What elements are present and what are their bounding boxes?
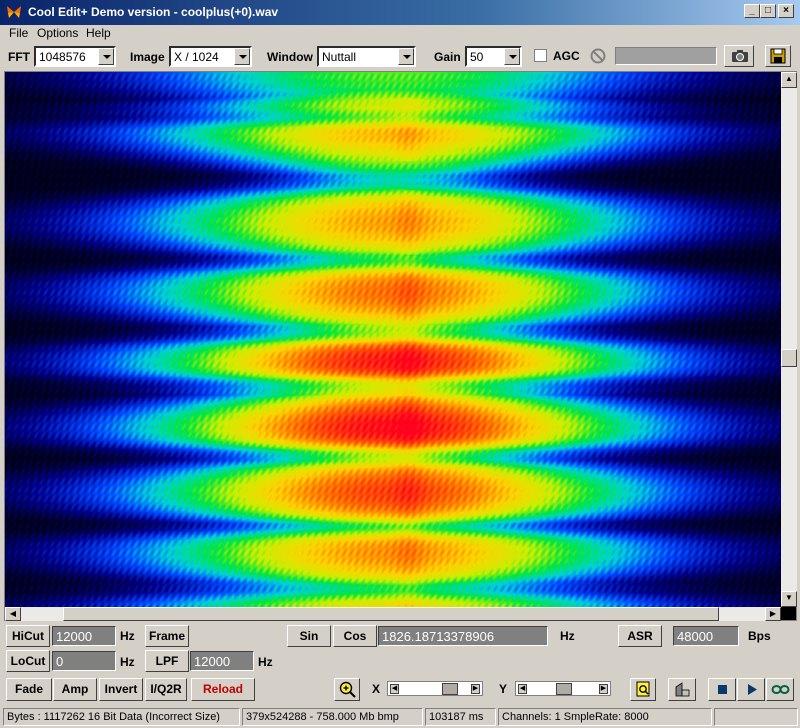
- spectrogram-panel: ▲ ▼ ◀ ▶: [4, 71, 797, 621]
- fft-value: 1048576: [39, 50, 86, 64]
- menu-file[interactable]: File: [9, 26, 29, 40]
- scan-icon: [675, 682, 690, 697]
- window-select[interactable]: Nuttall: [317, 46, 416, 67]
- y-zoom-thumb[interactable]: [556, 683, 572, 695]
- frequency-field[interactable]: 1826.18713378906: [378, 626, 548, 646]
- no-entry-icon[interactable]: [590, 48, 606, 64]
- y-zoom-left-arrow[interactable]: ◀: [518, 684, 527, 694]
- close-button[interactable]: ×: [778, 4, 794, 18]
- y-zoom-label: Y: [499, 682, 508, 696]
- progress-bar: [615, 47, 717, 65]
- reload-button[interactable]: Reload: [191, 678, 255, 701]
- x-zoom-label: X: [372, 682, 381, 696]
- invert-button[interactable]: Invert: [99, 678, 143, 701]
- y-zoom-slider[interactable]: ◀ ▶: [515, 681, 611, 696]
- zoom-fit-button[interactable]: [630, 678, 656, 701]
- gain-value: 50: [470, 50, 484, 64]
- status-bar: Bytes : 1117262 16 Bit Data (Incorrect S…: [0, 706, 800, 728]
- fade-button[interactable]: Fade: [6, 678, 52, 701]
- camera-icon: [732, 50, 748, 62]
- lpf-unit: Hz: [258, 655, 273, 669]
- gain-label: Gain: [434, 50, 461, 64]
- scan-button[interactable]: [668, 678, 696, 701]
- menu-options[interactable]: Options: [37, 26, 79, 40]
- maximize-button[interactable]: □: [760, 4, 776, 18]
- zoom-in-icon: [339, 681, 356, 698]
- frame-button[interactable]: Frame: [145, 625, 189, 647]
- asr-field[interactable]: 48000: [673, 626, 739, 646]
- status-duration: 103187 ms: [425, 708, 496, 726]
- image-value: X / 1024: [174, 50, 219, 64]
- agc-label: AGC: [553, 49, 580, 63]
- save-disk-icon: [770, 48, 786, 64]
- stop-button[interactable]: [708, 678, 736, 701]
- lpf-button[interactable]: LPF: [145, 650, 189, 672]
- locut-field[interactable]: 0: [52, 651, 116, 671]
- image-label: Image: [130, 50, 165, 64]
- x-zoom-right-arrow[interactable]: ▶: [471, 684, 480, 694]
- x-zoom-slider[interactable]: ◀ ▶: [387, 681, 483, 696]
- chevron-down-icon[interactable]: [504, 48, 520, 65]
- fft-label: FFT: [8, 50, 30, 64]
- play-button[interactable]: [737, 678, 765, 701]
- save-button[interactable]: [765, 45, 791, 67]
- window-value: Nuttall: [322, 50, 357, 64]
- scroll-up-arrow[interactable]: ▲: [781, 72, 797, 88]
- stop-icon: [718, 685, 727, 694]
- title-bar: Cool Edit+ Demo version - coolplus(+0).w…: [0, 0, 800, 25]
- butterfly-icon: [7, 6, 21, 18]
- lpf-field[interactable]: 12000: [190, 651, 254, 671]
- toolbar: FFT 1048576 Image X / 1024 Window Nuttal…: [0, 43, 800, 71]
- play-icon: [748, 684, 757, 695]
- chevron-down-icon[interactable]: [234, 48, 250, 65]
- iq2r-button[interactable]: I/Q2R: [145, 678, 187, 701]
- status-bitmap: 379x524288 - 758.000 Mb bmp: [242, 708, 423, 726]
- hicut-unit: Hz: [120, 629, 135, 643]
- hicut-field[interactable]: 12000: [52, 626, 116, 646]
- window-label: Window: [267, 50, 313, 64]
- zoom-in-button[interactable]: [334, 678, 360, 701]
- loop-icon: [771, 685, 790, 694]
- amp-button[interactable]: Amp: [53, 678, 97, 701]
- x-zoom-left-arrow[interactable]: ◀: [390, 684, 399, 694]
- asr-button[interactable]: ASR: [618, 625, 662, 647]
- menu-bar: File Options Help: [0, 25, 800, 42]
- status-channels: Channels: 1 SmpleRate: 8000: [498, 708, 712, 726]
- fft-select[interactable]: 1048576: [34, 46, 116, 67]
- chevron-down-icon[interactable]: [398, 48, 414, 65]
- frequency-unit: Hz: [560, 629, 575, 643]
- locut-unit: Hz: [120, 655, 135, 669]
- locut-button[interactable]: LoCut: [6, 650, 50, 672]
- horizontal-scrollbar[interactable]: ◀ ▶: [5, 607, 781, 621]
- image-select[interactable]: X / 1024: [169, 46, 252, 67]
- zoom-fit-icon: [636, 681, 650, 697]
- asr-unit: Bps: [748, 629, 771, 643]
- cos-button[interactable]: Cos: [333, 625, 377, 647]
- horizontal-scroll-thumb[interactable]: [63, 607, 719, 621]
- vertical-scrollbar[interactable]: ▲ ▼: [781, 72, 797, 607]
- camera-button[interactable]: [724, 45, 754, 67]
- agc-checkbox[interactable]: [534, 49, 547, 62]
- y-zoom-right-arrow[interactable]: ▶: [599, 684, 608, 694]
- sin-button[interactable]: Sin: [287, 625, 331, 647]
- window-title: Cool Edit+ Demo version - coolplus(+0).w…: [28, 5, 279, 19]
- vertical-scroll-thumb[interactable]: [781, 349, 797, 367]
- status-bytes: Bytes : 1117262 16 Bit Data (Incorrect S…: [3, 708, 240, 726]
- scroll-right-arrow[interactable]: ▶: [765, 607, 781, 621]
- scroll-down-arrow[interactable]: ▼: [781, 591, 797, 607]
- chevron-down-icon[interactable]: [98, 48, 114, 65]
- x-zoom-thumb[interactable]: [442, 683, 458, 695]
- spectrogram-canvas[interactable]: [5, 72, 781, 607]
- loop-button[interactable]: [766, 678, 794, 701]
- scroll-left-arrow[interactable]: ◀: [5, 607, 21, 621]
- hicut-button[interactable]: HiCut: [6, 625, 50, 647]
- status-empty: [714, 708, 798, 726]
- gain-select[interactable]: 50: [465, 46, 522, 67]
- minimize-button[interactable]: _: [744, 4, 760, 18]
- menu-help[interactable]: Help: [86, 26, 111, 40]
